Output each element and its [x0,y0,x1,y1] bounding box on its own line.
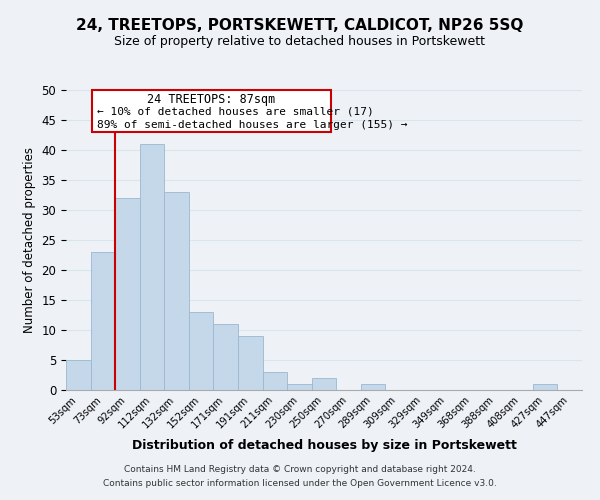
Bar [238,336,263,390]
Text: Size of property relative to detached houses in Portskewett: Size of property relative to detached ho… [115,35,485,48]
Bar [361,384,385,390]
Bar [189,312,214,390]
Bar [140,144,164,390]
Text: 24, TREETOPS, PORTSKEWETT, CALDICOT, NP26 5SQ: 24, TREETOPS, PORTSKEWETT, CALDICOT, NP2… [76,18,524,32]
Text: 24 TREETOPS: 87sqm: 24 TREETOPS: 87sqm [148,93,276,106]
Text: Contains HM Land Registry data © Crown copyright and database right 2024.
Contai: Contains HM Land Registry data © Crown c… [103,466,497,487]
Bar [164,192,189,390]
Text: ← 10% of detached houses are smaller (17): ← 10% of detached houses are smaller (17… [97,107,373,117]
X-axis label: Distribution of detached houses by size in Portskewett: Distribution of detached houses by size … [131,439,517,452]
Bar [533,384,557,390]
Bar [287,384,312,390]
Bar [91,252,115,390]
FancyBboxPatch shape [92,90,331,132]
Text: 89% of semi-detached houses are larger (155) →: 89% of semi-detached houses are larger (… [97,120,407,130]
Bar [263,372,287,390]
Y-axis label: Number of detached properties: Number of detached properties [23,147,36,333]
Bar [312,378,336,390]
Bar [214,324,238,390]
Bar [66,360,91,390]
Bar [115,198,140,390]
